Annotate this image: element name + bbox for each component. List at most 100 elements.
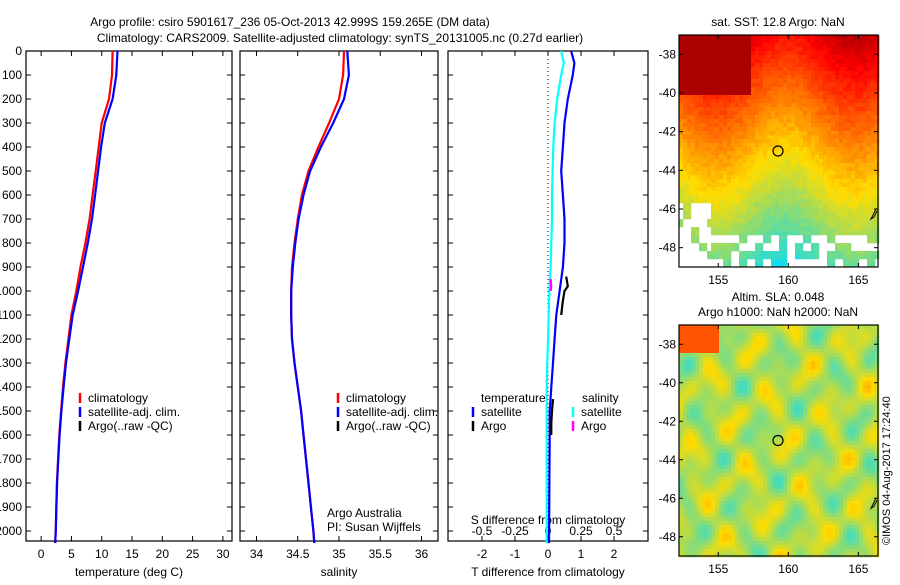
map-cell — [735, 389, 739, 393]
map-cell — [719, 143, 723, 147]
map-cell — [767, 191, 771, 195]
map-cell — [743, 401, 747, 405]
map-cell — [843, 119, 847, 123]
map-cell — [867, 207, 871, 211]
map-cell — [875, 163, 879, 167]
map-cell — [783, 251, 787, 255]
map-cell — [775, 199, 779, 203]
map-cell — [711, 441, 715, 445]
map-cell — [755, 501, 759, 505]
map-cell — [723, 489, 727, 493]
map-cell — [859, 183, 863, 187]
map-cell — [775, 107, 779, 111]
map-cell — [767, 55, 771, 59]
map-cell — [771, 179, 775, 183]
map-cell — [803, 183, 807, 187]
map-cell — [683, 365, 687, 369]
map-cell — [739, 345, 743, 349]
map-cell — [759, 247, 763, 251]
map-cell — [819, 135, 823, 139]
map-cell — [759, 151, 763, 155]
map-cell — [831, 231, 835, 235]
map-cell — [843, 227, 847, 231]
map-cell — [759, 541, 763, 545]
map-cell — [751, 255, 755, 259]
map-cell — [743, 39, 747, 43]
map-cell — [855, 47, 859, 51]
map-cell — [715, 485, 719, 489]
map-cell — [751, 409, 755, 413]
map-cell — [683, 183, 687, 187]
map-cell — [835, 219, 839, 223]
map-cell — [811, 529, 815, 533]
map-cell — [699, 353, 703, 357]
map-cell — [759, 393, 763, 397]
map-cell — [683, 175, 687, 179]
map-cell — [683, 445, 687, 449]
map-cell — [723, 151, 727, 155]
map-cell — [747, 553, 751, 557]
map-cell — [803, 433, 807, 437]
map-cell — [695, 111, 699, 115]
map-cell — [859, 147, 863, 151]
map-cell — [795, 417, 799, 421]
map-cell — [871, 187, 875, 191]
map-cell — [839, 203, 843, 207]
map-cell — [715, 175, 719, 179]
map-cell — [771, 219, 775, 223]
map-cell — [815, 357, 819, 361]
map-cell — [811, 513, 815, 517]
map-cell — [795, 47, 799, 51]
map-cell — [871, 195, 875, 199]
map-cell — [695, 493, 699, 497]
map-cell — [779, 107, 783, 111]
map-cell — [779, 159, 783, 163]
map-cell — [699, 425, 703, 429]
map-cell — [795, 349, 799, 353]
map-cell — [791, 123, 795, 127]
map-cell — [715, 501, 719, 505]
map-cell — [711, 377, 715, 381]
map-cell — [751, 493, 755, 497]
map-cell — [775, 405, 779, 409]
map-cell — [747, 441, 751, 445]
map-cell — [751, 477, 755, 481]
map-cell — [767, 525, 771, 529]
map-cell — [783, 549, 787, 553]
map-cell — [731, 127, 735, 131]
map-cell — [691, 131, 695, 135]
map-cell — [735, 67, 739, 71]
map-cell — [807, 99, 811, 103]
map-cell — [851, 255, 855, 259]
map-cell — [727, 481, 731, 485]
map-cell — [771, 223, 775, 227]
map-cell — [731, 541, 735, 545]
map-cell — [795, 517, 799, 521]
map-cell — [811, 397, 815, 401]
map-cell — [707, 509, 711, 513]
map-cell — [711, 183, 715, 187]
map-cell — [815, 429, 819, 433]
map-cell — [719, 533, 723, 537]
map-cell — [835, 47, 839, 51]
map-cell — [767, 409, 771, 413]
map-cell — [679, 35, 683, 39]
map-cell — [819, 115, 823, 119]
map-cell — [775, 195, 779, 199]
map-cell — [783, 401, 787, 405]
map-cell — [743, 553, 747, 557]
map-cell — [799, 99, 803, 103]
map-cell — [683, 549, 687, 553]
map-cell — [763, 393, 767, 397]
map-cell — [767, 59, 771, 63]
map-cell — [811, 215, 815, 219]
map-cell — [803, 215, 807, 219]
map-cell — [807, 441, 811, 445]
map-cell — [679, 357, 683, 361]
map-cell — [863, 147, 867, 151]
map-cell — [787, 481, 791, 485]
map-cell — [707, 493, 711, 497]
map-cell — [727, 361, 731, 365]
map-cell — [839, 83, 843, 87]
map-cell — [863, 255, 867, 259]
